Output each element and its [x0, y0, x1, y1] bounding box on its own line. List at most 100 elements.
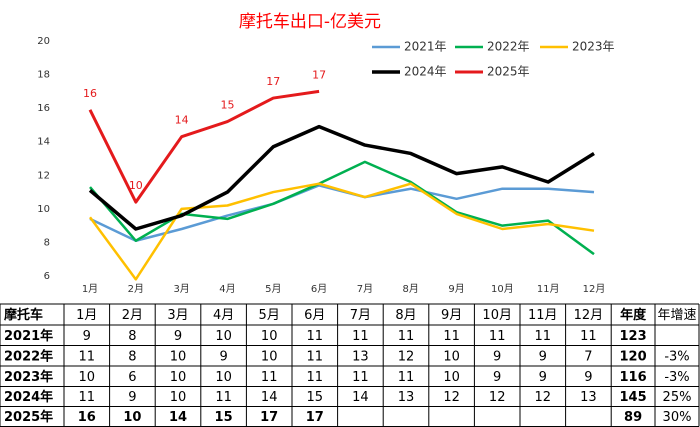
table-cell: 5月	[259, 308, 280, 323]
data-label: 15	[220, 99, 234, 112]
table-cell: 11	[352, 370, 369, 385]
table-cell: 9	[539, 370, 547, 385]
table-cell: 11	[398, 370, 415, 385]
x-tick-label: 2月	[128, 283, 144, 295]
table-cell: 10月	[482, 308, 512, 323]
table-cell: 13	[352, 349, 369, 364]
table-cell: 年度	[620, 307, 647, 323]
data-label: 14	[175, 114, 189, 127]
data-label: 17	[266, 75, 280, 88]
table-cell: 12	[443, 390, 460, 405]
table-cell: 30%	[663, 410, 692, 425]
table-cell: 2023年	[4, 369, 53, 385]
table-cell: 11	[398, 329, 415, 344]
legend-label: 2022年	[487, 40, 530, 54]
table-cell: 2025年	[4, 409, 53, 425]
table-cell: 11	[352, 329, 369, 344]
table-cell: 11	[489, 329, 506, 344]
table-cell: 11月	[528, 308, 558, 323]
table-cell: 2月	[122, 308, 143, 323]
table-cell: 10	[261, 329, 278, 344]
table-cell: 2022年	[4, 348, 53, 364]
table-cell: 6月	[304, 308, 325, 323]
table-cell: 14	[261, 390, 278, 405]
table-cell: -3%	[664, 349, 689, 364]
table-cell: 9月	[441, 308, 462, 323]
series-line	[88, 89, 320, 204]
table-cell: 9	[539, 349, 547, 364]
table-cell: 10	[215, 329, 232, 344]
table-cell: 2021年	[4, 328, 53, 344]
table-cell: 2024年	[4, 389, 53, 405]
y-tick-label: 18	[37, 70, 50, 81]
x-tick-label: 12月	[583, 283, 606, 295]
table-cell: 10	[215, 370, 232, 385]
y-tick-label: 12	[37, 170, 50, 181]
table-cell: -3%	[664, 370, 689, 385]
y-tick-label: 14	[37, 137, 50, 148]
table-cell: 120	[620, 349, 647, 364]
table-cell: 13	[398, 390, 415, 405]
table-cell: 10	[123, 410, 141, 425]
table-cell: 9	[493, 349, 501, 364]
table-cell: 7月	[350, 308, 371, 323]
table-cell: 3月	[167, 308, 188, 323]
table-cell: 11	[307, 349, 324, 364]
chart-title: 摩托车出口-亿美元	[239, 12, 381, 32]
table-cell: 9	[493, 370, 501, 385]
table-cell: 145	[620, 390, 647, 405]
table-cell: 4月	[213, 308, 234, 323]
table-cell: 13	[580, 390, 597, 405]
table-cell: 9	[584, 370, 592, 385]
y-tick-label: 8	[44, 237, 50, 248]
table-cell: 15	[307, 390, 324, 405]
table-cell: 年增速	[657, 308, 696, 323]
table-cell: 1月	[76, 308, 97, 323]
x-tick-label: 9月	[448, 283, 464, 295]
table-cell: 8月	[395, 308, 416, 323]
legend-label: 2023年	[572, 40, 615, 54]
table-cell: 116	[620, 370, 647, 385]
table-cell: 16	[78, 410, 96, 425]
table-cell: 9	[219, 349, 227, 364]
table-cell: 123	[620, 329, 647, 344]
table-cell: 11	[535, 329, 552, 344]
table-cell: 8	[128, 349, 136, 364]
table-cell: 17	[306, 410, 324, 425]
table-cell: 11	[79, 390, 96, 405]
table-cell: 11	[79, 349, 96, 364]
y-tick-label: 10	[37, 204, 50, 215]
table-cell: 摩托车	[4, 307, 43, 323]
table-cell: 9	[128, 390, 136, 405]
legend-label: 2021年	[404, 40, 447, 54]
data-label: 16	[83, 87, 97, 100]
table-cell: 10	[170, 390, 187, 405]
table-cell: 8	[128, 329, 136, 344]
table-cell: 11	[215, 390, 232, 405]
table-cell: 12	[489, 390, 506, 405]
table-cell: 11	[307, 329, 324, 344]
table-cell: 10	[170, 370, 187, 385]
x-tick-label: 6月	[311, 283, 327, 295]
table-cell: 12	[535, 390, 552, 405]
table-cell: 11	[580, 329, 597, 344]
table-cell: 89	[624, 410, 642, 425]
table-cell: 15	[215, 410, 233, 425]
series-line	[89, 160, 595, 256]
data-label: 10	[129, 179, 143, 192]
table-cell: 12	[398, 349, 415, 364]
table-cell: 11	[307, 370, 324, 385]
table-cell: 10	[261, 349, 278, 364]
table-cell: 11	[261, 370, 278, 385]
x-tick-label: 1月	[82, 283, 98, 295]
table-cell: 25%	[663, 390, 692, 405]
x-tick-label: 4月	[219, 283, 235, 295]
series-line	[88, 124, 595, 231]
y-tick-label: 6	[44, 271, 50, 282]
x-tick-label: 7月	[357, 283, 373, 295]
x-tick-label: 10月	[491, 283, 514, 295]
series-line	[88, 182, 595, 281]
table-cell: 14	[169, 410, 187, 425]
table-cell: 10	[443, 370, 460, 385]
x-tick-label: 8月	[403, 283, 419, 295]
